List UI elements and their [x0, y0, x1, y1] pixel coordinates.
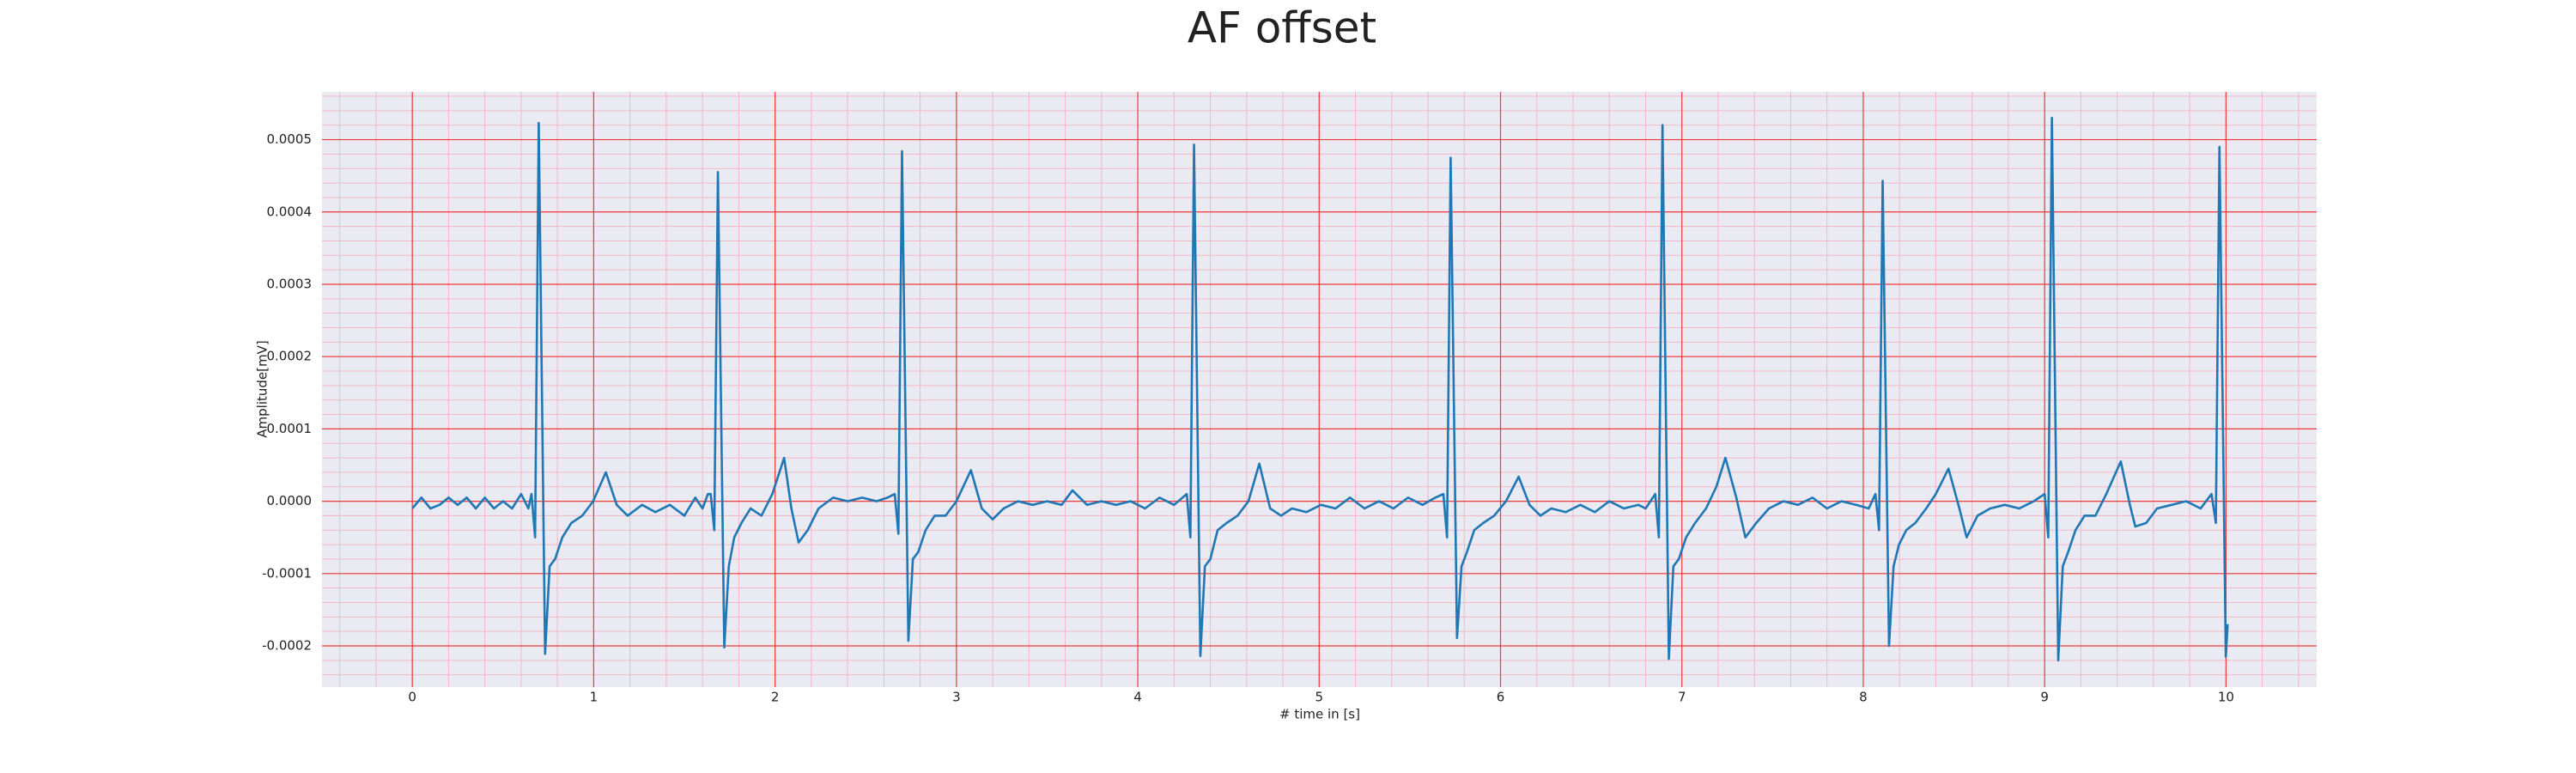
x-tick-label: 9 — [2040, 690, 2049, 705]
y-tick-label: 0.0005 — [267, 131, 313, 147]
ecg-line — [411, 117, 2229, 662]
y-tick-label: 0.0000 — [267, 493, 313, 508]
x-tick-label: 4 — [1133, 690, 1142, 705]
x-tick-label: 6 — [1497, 690, 1505, 705]
y-tick-label: 0.0002 — [267, 349, 313, 364]
x-tick-label: 0 — [408, 690, 416, 705]
x-tick-label: 5 — [1315, 690, 1324, 705]
y-tick-label: 0.0004 — [267, 204, 313, 219]
chart-title: AF offset — [1188, 3, 1376, 53]
x-tick-label: 1 — [590, 690, 598, 705]
x-tick-label: 2 — [771, 690, 780, 705]
y-tick-label: 0.0003 — [267, 276, 313, 291]
y-tick-label: -0.0001 — [262, 565, 312, 581]
x-tick-label: 10 — [2218, 690, 2234, 705]
y-tick-label: 0.0001 — [267, 421, 313, 436]
x-tick-label: 8 — [1859, 690, 1868, 705]
x-axis-label: # time in [s] — [1279, 707, 1360, 722]
y-axis-label: Amplitude[mV] — [255, 340, 270, 437]
y-tick-label: -0.0002 — [262, 638, 312, 654]
x-tick-label: 7 — [1678, 690, 1686, 705]
x-tick-label: 3 — [952, 690, 961, 705]
